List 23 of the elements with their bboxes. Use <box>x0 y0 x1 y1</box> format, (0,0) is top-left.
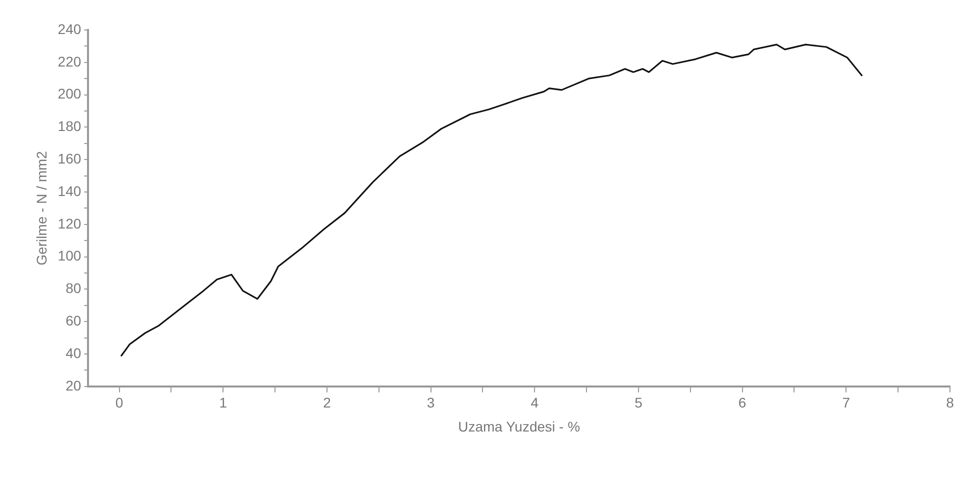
y-tick-label: 80 <box>66 280 82 296</box>
x-axis-title: Uzama Yuzdesi - % <box>458 418 580 434</box>
x-tick-label: 5 <box>634 394 643 411</box>
y-tick-label: 160 <box>58 150 82 166</box>
y-tick-label: 100 <box>58 248 82 264</box>
y-axis-title: Gerilme - N / mm2 <box>33 150 50 266</box>
x-tick-label: 0 <box>115 394 124 411</box>
y-tick-label: 180 <box>58 118 82 134</box>
y-tick-label: 200 <box>58 86 82 102</box>
x-tick-label: 2 <box>323 394 332 411</box>
x-tick-label: 4 <box>530 394 539 411</box>
x-tick-label: 7 <box>842 394 850 411</box>
y-tick-label: 60 <box>66 312 82 328</box>
x-tick-label: 8 <box>946 394 954 411</box>
y-tick-label: 40 <box>66 344 82 361</box>
x-tick-label: 1 <box>219 394 228 411</box>
x-tick-label: 3 <box>426 394 435 411</box>
x-tick-label: 6 <box>738 394 746 411</box>
y-tick-label: 220 <box>58 53 82 70</box>
y-tick-label: 240 <box>58 20 82 37</box>
y-tick-label: 20 <box>66 377 82 394</box>
y-tick-label: 120 <box>58 215 82 232</box>
y-tick-label: 140 <box>58 182 82 199</box>
